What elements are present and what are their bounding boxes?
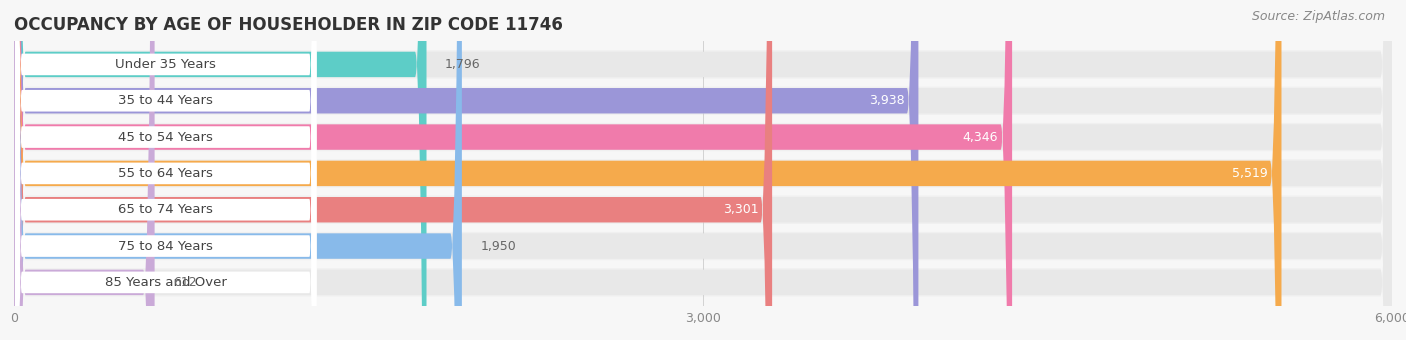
FancyBboxPatch shape xyxy=(14,0,1392,340)
FancyBboxPatch shape xyxy=(14,0,1392,340)
Text: Source: ZipAtlas.com: Source: ZipAtlas.com xyxy=(1251,10,1385,23)
Text: 612: 612 xyxy=(173,276,197,289)
FancyBboxPatch shape xyxy=(15,0,316,340)
FancyBboxPatch shape xyxy=(14,0,1392,340)
FancyBboxPatch shape xyxy=(14,0,1281,340)
Text: 1,796: 1,796 xyxy=(444,58,481,71)
FancyBboxPatch shape xyxy=(14,0,1392,340)
FancyBboxPatch shape xyxy=(15,0,316,340)
FancyBboxPatch shape xyxy=(14,0,1392,340)
Text: Under 35 Years: Under 35 Years xyxy=(115,58,217,71)
FancyBboxPatch shape xyxy=(14,0,461,340)
Text: 1,950: 1,950 xyxy=(481,240,516,253)
FancyBboxPatch shape xyxy=(14,0,918,340)
FancyBboxPatch shape xyxy=(14,0,1392,340)
FancyBboxPatch shape xyxy=(14,0,1392,340)
Text: 65 to 74 Years: 65 to 74 Years xyxy=(118,203,214,216)
FancyBboxPatch shape xyxy=(15,0,316,340)
Text: 75 to 84 Years: 75 to 84 Years xyxy=(118,240,214,253)
Text: 85 Years and Over: 85 Years and Over xyxy=(104,276,226,289)
FancyBboxPatch shape xyxy=(14,0,1012,340)
FancyBboxPatch shape xyxy=(15,0,316,340)
FancyBboxPatch shape xyxy=(14,0,1392,340)
FancyBboxPatch shape xyxy=(14,0,155,340)
Text: 45 to 54 Years: 45 to 54 Years xyxy=(118,131,214,143)
FancyBboxPatch shape xyxy=(15,0,316,340)
FancyBboxPatch shape xyxy=(15,0,316,340)
FancyBboxPatch shape xyxy=(15,0,316,340)
Text: 5,519: 5,519 xyxy=(1232,167,1268,180)
FancyBboxPatch shape xyxy=(14,0,1392,340)
FancyBboxPatch shape xyxy=(14,0,1392,340)
FancyBboxPatch shape xyxy=(14,0,1392,340)
FancyBboxPatch shape xyxy=(14,0,772,340)
Text: OCCUPANCY BY AGE OF HOUSEHOLDER IN ZIP CODE 11746: OCCUPANCY BY AGE OF HOUSEHOLDER IN ZIP C… xyxy=(14,16,562,34)
FancyBboxPatch shape xyxy=(14,0,1392,340)
FancyBboxPatch shape xyxy=(14,0,426,340)
Text: 4,346: 4,346 xyxy=(963,131,998,143)
FancyBboxPatch shape xyxy=(14,0,1392,340)
Text: 3,938: 3,938 xyxy=(869,94,904,107)
FancyBboxPatch shape xyxy=(14,0,1392,340)
Text: 3,301: 3,301 xyxy=(723,203,758,216)
Text: 35 to 44 Years: 35 to 44 Years xyxy=(118,94,214,107)
Text: 55 to 64 Years: 55 to 64 Years xyxy=(118,167,214,180)
